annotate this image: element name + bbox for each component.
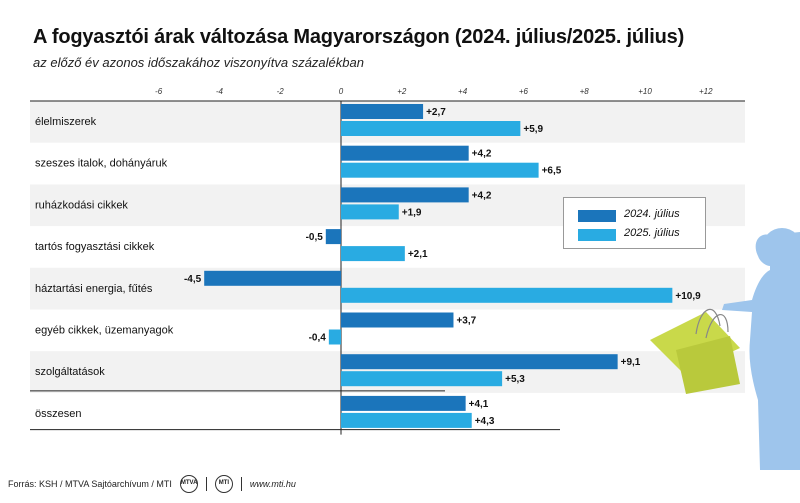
bag-handle — [705, 313, 729, 339]
x-tick-label: +12 — [699, 87, 713, 96]
bar-2025 — [341, 412, 472, 428]
bar-2024 — [341, 395, 466, 411]
category-label: egyéb cikkek, üzemanyagok — [35, 325, 174, 337]
bar-2024 — [341, 145, 469, 161]
data-label: +5,3 — [505, 374, 525, 385]
shopping-bag-icon — [650, 312, 740, 374]
bar-2025 — [341, 246, 405, 262]
x-tick-label: -2 — [277, 87, 285, 96]
divider — [240, 477, 242, 491]
chart-subtitle: az előző év azonos időszakához viszonyít… — [33, 55, 364, 70]
data-label: +9,1 — [621, 357, 641, 368]
mtva-logo: MTVA — [179, 475, 198, 493]
bar-2024 — [341, 187, 469, 203]
legend-label-2025: 2025. július — [624, 227, 680, 239]
category-label: háztartási energia, fűtés — [35, 283, 153, 295]
bar-2025 — [341, 204, 399, 220]
shopper-illustration — [650, 228, 800, 470]
data-label: +3,7 — [456, 316, 476, 327]
mti-logo: MTI — [214, 475, 233, 493]
data-label: +2,1 — [408, 249, 428, 260]
data-label: +10,9 — [675, 291, 701, 302]
bar-2025 — [341, 287, 673, 303]
data-label: -0,4 — [309, 333, 327, 344]
shopping-bag-icon — [676, 336, 740, 394]
bag-handle — [695, 308, 721, 335]
category-label: ruházkodási cikkek — [35, 199, 128, 211]
shopper-figure — [722, 232, 800, 470]
data-label: -4,5 — [184, 274, 202, 285]
divider — [205, 477, 207, 491]
data-label: -0,5 — [306, 232, 324, 243]
bar-2024 — [341, 312, 454, 328]
bar-2025 — [341, 371, 503, 387]
bar-2024 — [204, 270, 341, 286]
data-label: +4,2 — [472, 190, 492, 201]
bar-2025 — [341, 121, 521, 136]
data-label: +4,1 — [469, 399, 489, 410]
bars — [204, 104, 673, 428]
category-label: összesen — [35, 408, 81, 420]
x-tick-label: +10 — [638, 87, 652, 96]
data-label: +4,3 — [475, 416, 495, 427]
bar-2025 — [328, 329, 341, 345]
bar-2024 — [325, 229, 341, 245]
website-link[interactable]: www.mti.hu — [249, 479, 296, 489]
x-tick-label: +2 — [397, 87, 407, 96]
bar-2024 — [341, 104, 424, 119]
category-label: szolgáltatások — [35, 366, 105, 378]
legend-swatch-2024 — [578, 210, 616, 222]
legend-swatch-2025 — [578, 229, 616, 241]
x-tick-label: +6 — [519, 87, 529, 96]
data-label: +1,9 — [402, 207, 422, 218]
x-tick-label: 0 — [339, 87, 344, 96]
data-label: +5,9 — [523, 124, 543, 135]
category-label: élelmiszerek — [35, 116, 97, 128]
shopper-head — [762, 228, 800, 268]
category-label: szeszes italok, dohányáruk — [35, 158, 168, 170]
x-tick-label: -6 — [155, 87, 163, 96]
data-label: +6,5 — [542, 166, 562, 177]
chart-title: A fogyasztói árak változása Magyarország… — [33, 26, 685, 48]
data-label: +2,7 — [426, 107, 446, 118]
data-label: +4,2 — [472, 149, 492, 160]
x-tick-label: +4 — [458, 87, 468, 96]
x-tick-label: +8 — [580, 87, 590, 96]
category-label: tartós fogyasztási cikkek — [35, 241, 155, 253]
legend-label-2024: 2024. július — [624, 208, 680, 220]
x-tick-label: -4 — [216, 87, 224, 96]
footer: Forrás: KSH / MTVA Sajtóarchívum / MTI M… — [8, 475, 296, 493]
legend: 2024. július 2025. július — [563, 197, 706, 249]
labels: élelmiszerek +2,7 +5,9 szeszes italok, dohá… — [35, 107, 701, 427]
bar-2025 — [341, 162, 539, 178]
bar-2024 — [341, 354, 618, 370]
source-text: Forrás: KSH / MTVA Sajtóarchívum / MTI — [8, 479, 172, 489]
